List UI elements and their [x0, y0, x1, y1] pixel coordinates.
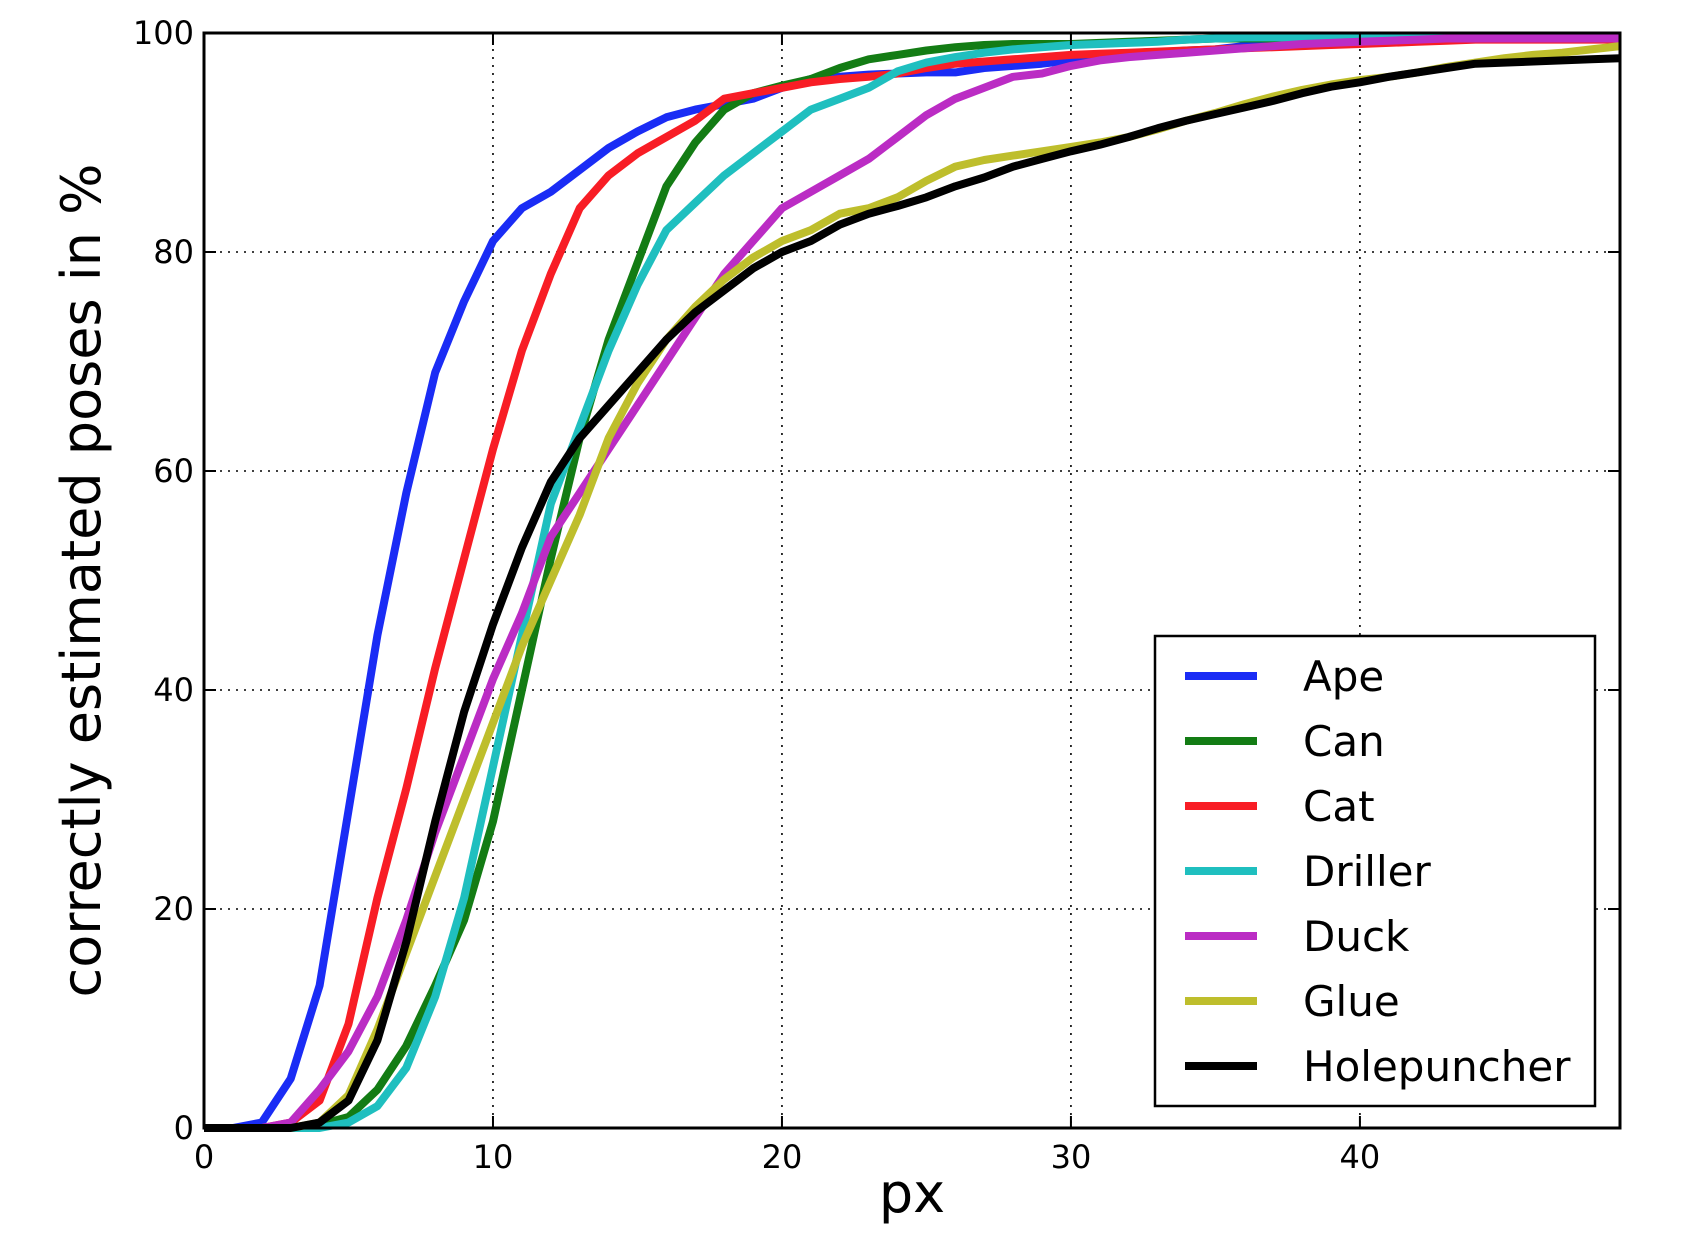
- x-tick-label: 20: [762, 1138, 803, 1176]
- y-tick-label: 40: [153, 671, 194, 709]
- y-axis-label: correctly estimated poses in %: [50, 164, 113, 998]
- y-tick-label: 60: [153, 452, 194, 490]
- x-tick-label: 30: [1051, 1138, 1092, 1176]
- x-tick-label: 40: [1340, 1138, 1381, 1176]
- y-tick-label: 0: [174, 1109, 194, 1147]
- series-lines: [204, 33, 1621, 1132]
- legend: Ape Can Cat Driller Duck Glue Holepuncher: [1153, 634, 1597, 1108]
- legend-label-holepuncher: Holepuncher: [1303, 1042, 1571, 1091]
- legend-label-ape: Ape: [1303, 652, 1384, 701]
- legend-label-cat: Cat: [1303, 782, 1375, 831]
- legend-label-driller: Driller: [1303, 847, 1431, 896]
- legend-label-glue: Glue: [1303, 977, 1400, 1026]
- series-line-duck: [204, 34, 1620, 1132]
- y-tick-label: 80: [153, 233, 194, 271]
- series-line-holepuncher: [204, 54, 1621, 1132]
- x-axis-label: px: [879, 1162, 945, 1225]
- legend-label-can: Can: [1303, 717, 1385, 766]
- axis-ticks: 0 10 20 30 40 0 20 40 60 80 100: [133, 14, 1620, 1176]
- y-tick-label: 20: [153, 890, 194, 928]
- x-tick-label: 0: [194, 1138, 214, 1176]
- plot-frame: [202, 31, 1622, 1130]
- y-tick-label: 100: [133, 14, 194, 52]
- x-tick-label: 10: [473, 1138, 514, 1176]
- legend-label-duck: Duck: [1303, 912, 1410, 961]
